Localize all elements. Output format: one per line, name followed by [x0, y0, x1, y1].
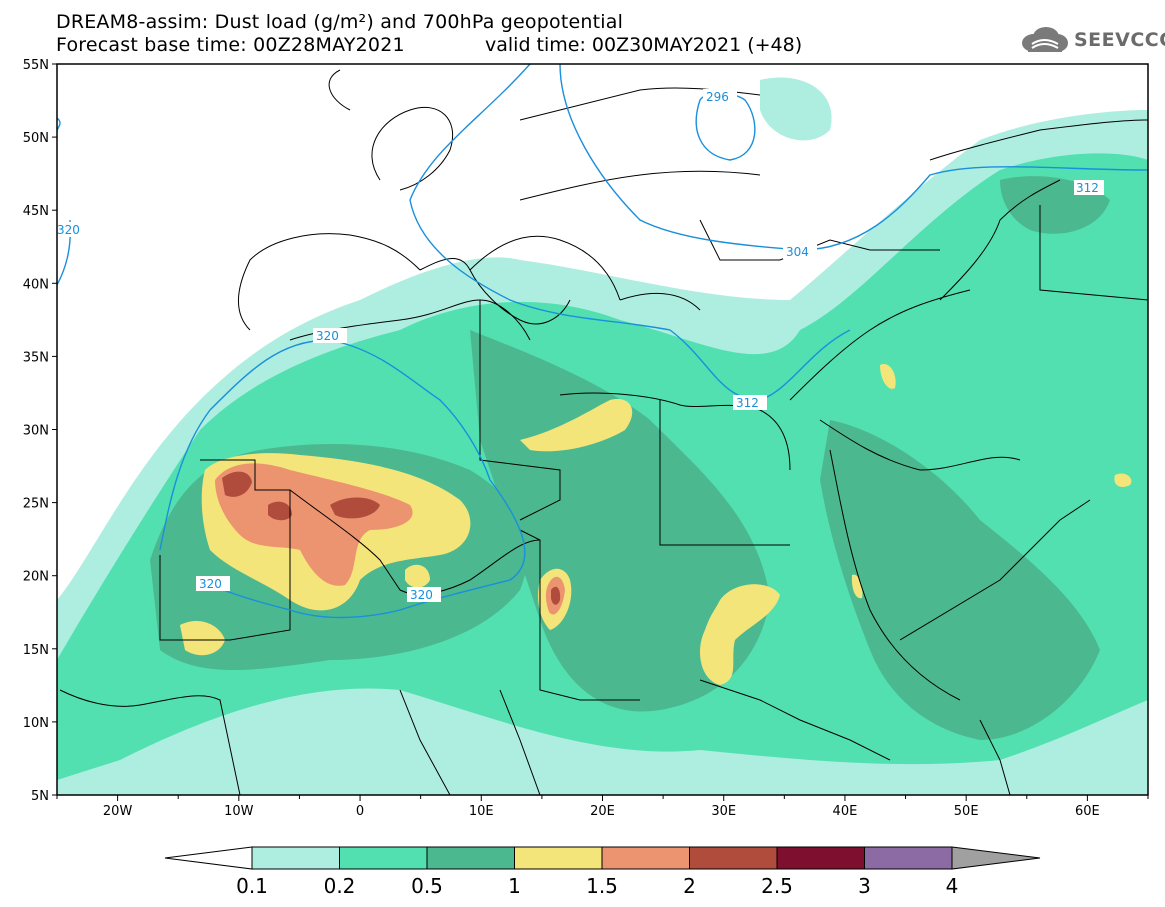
- valid-time: valid time: 00Z30MAY2021 (+48): [485, 34, 803, 56]
- contour-label: 320: [199, 577, 222, 591]
- colorbar-label: 2: [683, 874, 696, 898]
- lat-label: 50N: [23, 131, 49, 146]
- contour-label: 312: [736, 396, 759, 410]
- colorbar-label: 1: [508, 874, 521, 898]
- colorbar-swatch: [426, 846, 515, 870]
- lon-label: 60E: [1075, 804, 1100, 819]
- lat-label: 10N: [23, 716, 49, 731]
- lon-label: 30E: [711, 804, 736, 819]
- lon-label: 20E: [590, 804, 615, 819]
- dust-level-2-north: [222, 471, 252, 497]
- colorbar-high-arrow: [951, 846, 1041, 870]
- contour-label-group: 296 304 312 312 320 320 320 320: [57, 89, 1104, 602]
- contour-label: 296: [706, 90, 729, 104]
- lon-label: 40E: [833, 804, 858, 819]
- colorbar-label: 4: [946, 874, 959, 898]
- contour-label: 312: [1076, 181, 1099, 195]
- latitude-axis: 55N 50N 45N 40N 35N 30N 25N 20N 15N 10N 5N: [23, 58, 57, 804]
- dust-level-1-sudan: [700, 584, 780, 685]
- lat-label: 20N: [23, 570, 49, 585]
- dust-level-1.5: [215, 463, 413, 586]
- lat-label: 35N: [23, 350, 49, 365]
- colorbar-label: 3: [858, 874, 871, 898]
- lat-label: 30N: [23, 424, 49, 439]
- dust-level-1-niger: [405, 564, 430, 588]
- lon-label: 10E: [469, 804, 494, 819]
- dust-level-0.1-east: [760, 77, 832, 141]
- dust-level-2-chad: [551, 586, 561, 605]
- colorbar-label: 0.5: [411, 874, 443, 898]
- lon-label: 50E: [954, 804, 979, 819]
- colorbar-label: 0.1: [236, 874, 268, 898]
- contour-label: 304: [786, 245, 809, 259]
- seevccc-logo: SEEVCCC: [1018, 26, 1165, 54]
- contour-label: 320: [410, 588, 433, 602]
- forecast-base-time: Forecast base time: 00Z28MAY2021: [56, 34, 405, 56]
- dust-level-2-east: [330, 497, 380, 519]
- dust-level-1-iraq: [880, 364, 896, 389]
- lat-label: 5N: [31, 789, 49, 804]
- lon-label: 10W: [224, 804, 254, 819]
- colorbar-swatch: [776, 846, 865, 870]
- lon-label: 20W: [103, 804, 133, 819]
- colorbar-label: 1.5: [586, 874, 618, 898]
- lat-label: 15N: [23, 643, 49, 658]
- contour-label: 320: [57, 223, 80, 237]
- colorbar-label: 2.5: [761, 874, 793, 898]
- lat-label: 55N: [23, 58, 49, 73]
- cloud-icon: [1022, 27, 1068, 52]
- logo-text: SEEVCCC: [1074, 29, 1165, 51]
- colorbar-swatch: [689, 846, 778, 870]
- dust-level-2-center: [268, 501, 292, 521]
- lat-label: 40N: [23, 277, 49, 292]
- dust-level-1-libya: [520, 399, 633, 452]
- colorbar-swatch: [864, 846, 953, 870]
- colorbar-label: 0.2: [324, 874, 356, 898]
- dust-level-1-mali: [180, 620, 225, 656]
- lon-label: 0: [356, 804, 364, 819]
- dust-fields: [57, 64, 1148, 795]
- colorbar-swatch: [514, 846, 603, 870]
- lat-label: 25N: [23, 497, 49, 512]
- colorbar-swatch: [601, 846, 690, 870]
- dust-level-1-gulf: [1114, 473, 1132, 487]
- longitude-axis: 20W 10W 0 10E 20E 30E 40E 50E 60E: [56, 795, 1149, 819]
- map-title: DREAM8-assim: Dust load (g/m²) and 700hP…: [56, 11, 624, 33]
- colorbar-low-arrow: [164, 846, 253, 870]
- colorbar-swatch: [251, 846, 340, 870]
- contour-label: 320: [316, 329, 339, 343]
- colorbar-swatch: [339, 846, 428, 870]
- lat-label: 45N: [23, 204, 49, 219]
- dust-level-0.5-east: [820, 420, 1100, 740]
